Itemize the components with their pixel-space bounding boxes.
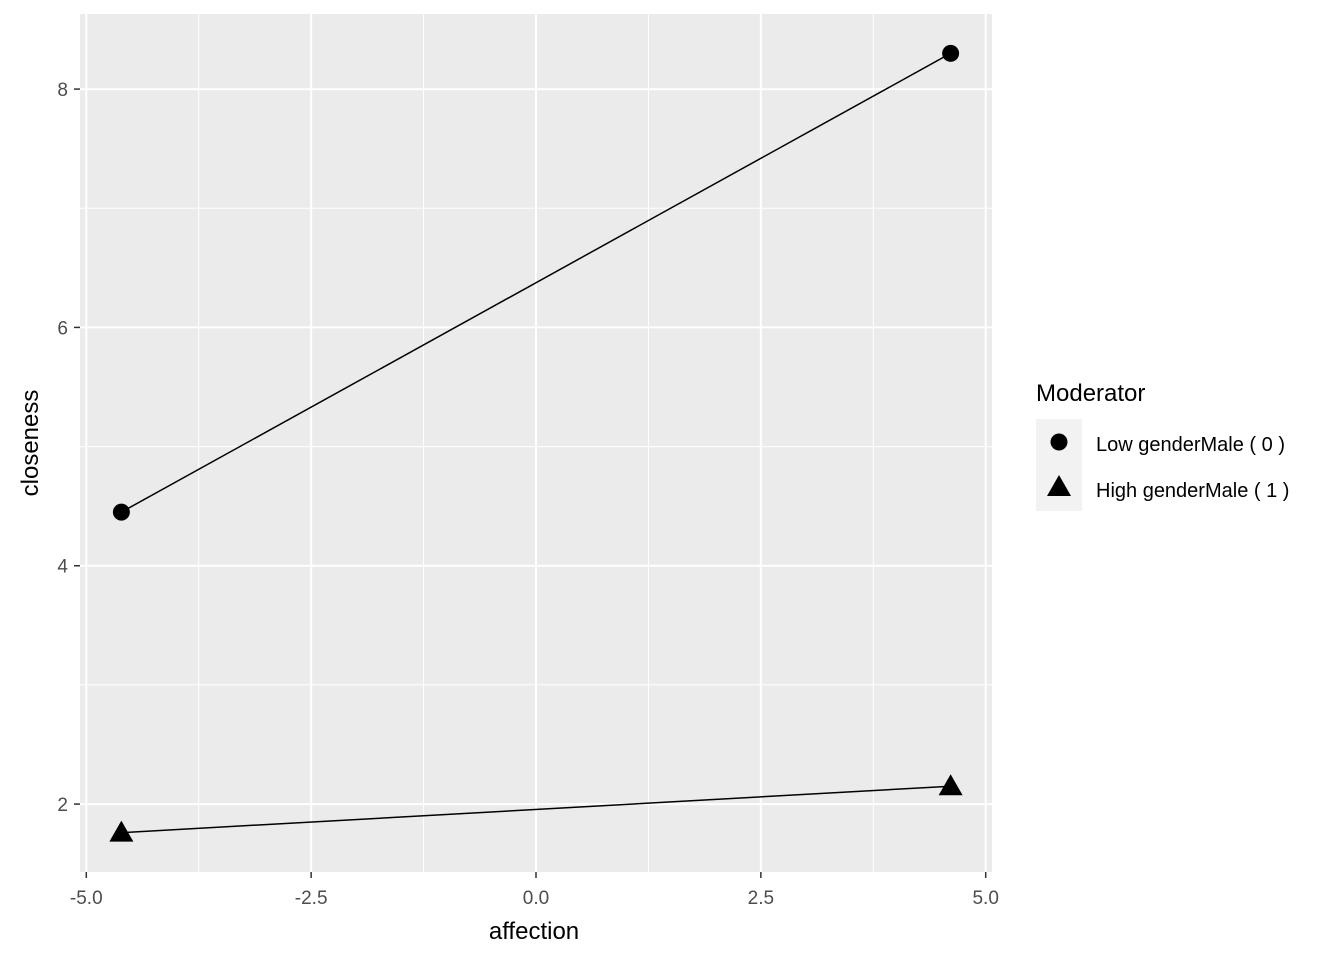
x-tick-label: 0.0 (523, 888, 549, 909)
grid-lines (80, 14, 992, 872)
data-point-circle (112, 503, 130, 521)
y-tick-label: 2 (57, 795, 68, 816)
y-tick-label: 4 (57, 557, 68, 578)
legend-key-bg (1036, 419, 1082, 511)
x-tick-label: -5.0 (70, 888, 103, 909)
data-marks (109, 44, 963, 842)
data-point-triangle (938, 774, 963, 796)
y-tick-label: 8 (57, 80, 68, 101)
x-axis-label: affection (489, 918, 579, 945)
legend-entry-high: High genderMale ( 1 ) (1096, 480, 1289, 502)
series-line (121, 785, 951, 834)
data-point-triangle (109, 820, 134, 842)
legend: Moderator Low genderMale ( 0 ) High gend… (1036, 380, 1289, 511)
legend-entry-low: Low genderMale ( 0 ) (1096, 434, 1285, 456)
x-tick-label: 5.0 (972, 888, 998, 909)
x-tick-label: 2.5 (748, 888, 774, 909)
data-point-circle (942, 44, 960, 62)
series-line (121, 52, 951, 513)
y-tick-label: 6 (57, 318, 68, 339)
legend-key-circle (1050, 433, 1068, 451)
x-tick-label: -2.5 (295, 888, 328, 909)
legend-title: Moderator (1036, 380, 1145, 407)
y-axis-label: closeness (17, 390, 44, 497)
axes: -5.0 -2.5 0.0 2.5 5.0 2 4 6 8 (57, 80, 998, 909)
legend-key-triangle (1047, 475, 1071, 496)
